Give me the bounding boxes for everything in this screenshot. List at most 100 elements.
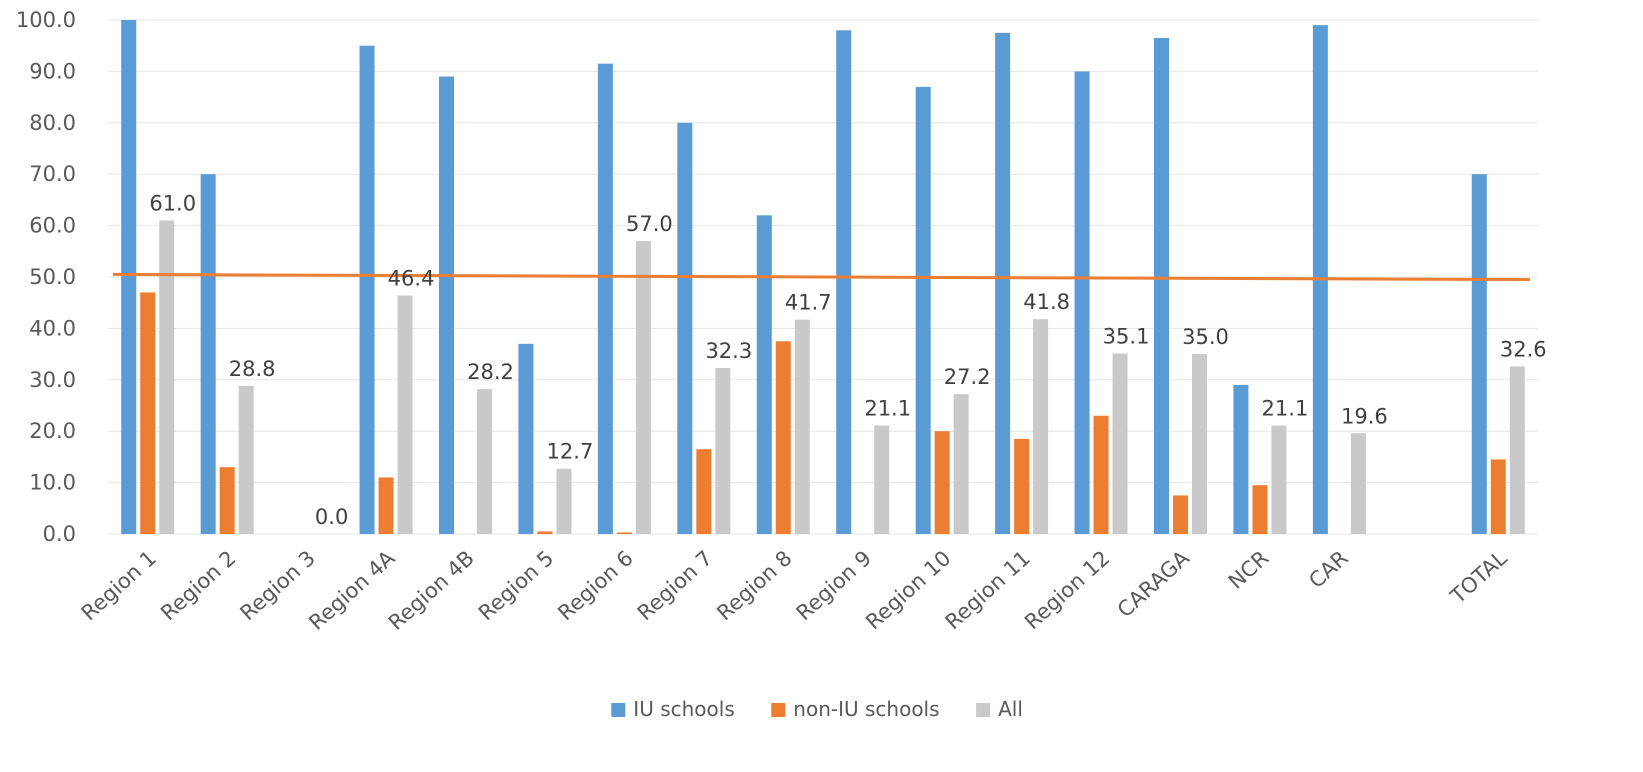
legend-label: non-IU schools xyxy=(793,697,939,721)
data-label: 57.0 xyxy=(626,212,673,236)
data-label: 21.1 xyxy=(864,397,911,421)
bar xyxy=(238,385,254,534)
bar xyxy=(439,76,454,534)
legend-label: All xyxy=(998,697,1023,721)
bar xyxy=(1350,433,1366,534)
bar xyxy=(477,389,492,534)
y-tick-label: 70.0 xyxy=(29,162,76,186)
data-label: 32.3 xyxy=(705,339,752,363)
data-label: 12.7 xyxy=(547,440,594,464)
bar xyxy=(1074,71,1090,535)
reference-line xyxy=(112,272,1531,282)
x-tick-label: Region 4B xyxy=(384,546,479,635)
data-label: 35.0 xyxy=(1182,325,1229,349)
bar xyxy=(537,531,553,534)
data-label: 61.0 xyxy=(149,191,196,215)
bar xyxy=(1112,353,1128,534)
bar xyxy=(953,394,969,534)
bar xyxy=(775,341,791,534)
y-tick-label: 90.0 xyxy=(29,59,76,83)
x-tick-label: Region 10 xyxy=(861,546,955,634)
x-tick-label: CARAGA xyxy=(1113,545,1194,622)
bar xyxy=(359,45,375,534)
data-label: 0.0 xyxy=(315,505,348,529)
y-tick-label: 0.0 xyxy=(43,522,76,546)
y-tick-label: 40.0 xyxy=(29,316,76,340)
bar xyxy=(121,20,137,534)
bar xyxy=(715,367,731,534)
bar xyxy=(1173,495,1188,534)
x-tick-label: Region 6 xyxy=(553,546,637,625)
bars xyxy=(121,20,1525,535)
data-label: 46.4 xyxy=(388,267,435,291)
bar xyxy=(140,292,156,534)
data-label: 28.2 xyxy=(467,360,514,384)
bar xyxy=(397,295,413,534)
bar xyxy=(1233,384,1249,534)
data-label: 27.2 xyxy=(944,365,991,389)
data-label: 21.1 xyxy=(1262,397,1309,421)
bar xyxy=(794,319,810,534)
bar xyxy=(677,122,693,535)
data-label: 41.8 xyxy=(1023,290,1070,314)
bar xyxy=(874,425,890,534)
bar xyxy=(635,241,651,534)
bar xyxy=(1014,438,1030,534)
bar xyxy=(934,431,950,534)
bar xyxy=(915,86,931,534)
bar xyxy=(219,467,235,534)
legend-swatch xyxy=(976,703,991,717)
y-axis: 0.0 10.0 20.0 30.0 40.0 50.0 60.0 70.0 80.0 90.0 1… xyxy=(16,8,76,546)
y-tick-label: 60.0 xyxy=(29,214,76,238)
bar xyxy=(378,477,394,534)
legend-label: IU schools xyxy=(633,697,734,721)
y-tick-label: 100.0 xyxy=(16,8,76,32)
bar xyxy=(1033,319,1049,534)
data-label: 41.7 xyxy=(785,291,832,315)
y-tick-label: 80.0 xyxy=(29,111,76,135)
legend-swatch xyxy=(611,703,626,717)
bar xyxy=(200,174,216,534)
bar xyxy=(756,215,772,534)
data-label: 32.6 xyxy=(1500,337,1547,361)
bar xyxy=(1271,425,1287,534)
bar xyxy=(836,30,852,535)
bar xyxy=(1154,37,1169,535)
x-tick-label: Region 8 xyxy=(712,546,796,625)
x-tick-label: Region 2 xyxy=(156,546,240,625)
legend-swatch xyxy=(771,703,786,717)
bar xyxy=(597,63,613,534)
data-label: 19.6 xyxy=(1341,404,1388,428)
bar xyxy=(1471,174,1487,534)
bar xyxy=(1192,354,1207,534)
x-tick-label: TOTAL xyxy=(1445,546,1512,609)
x-tick-label: Region 4A xyxy=(304,545,400,634)
reference-line-layer xyxy=(112,272,1531,282)
data-labels: 61.0 28.8 0.0 46.4 28.2 12.7 57.0 32.3 41.7 21.1 2… xyxy=(149,191,1546,529)
bar xyxy=(1093,415,1109,534)
x-tick-label: Region 12 xyxy=(1020,546,1114,634)
data-label: 35.1 xyxy=(1103,325,1150,349)
y-tick-label: 20.0 xyxy=(29,419,76,443)
data-label: 28.8 xyxy=(229,357,276,381)
bar xyxy=(1490,459,1506,534)
x-tick-label: CAR xyxy=(1304,546,1352,593)
x-tick-label: NCR xyxy=(1224,546,1273,594)
legend: IU schools non-IU schools All xyxy=(611,697,1023,721)
bar xyxy=(159,220,175,534)
bar xyxy=(518,343,534,534)
x-tick-label: Region 5 xyxy=(474,546,558,625)
y-tick-label: 50.0 xyxy=(29,265,76,289)
bar xyxy=(995,32,1011,534)
x-tick-label: Region 11 xyxy=(941,546,1035,634)
bar xyxy=(1509,366,1525,534)
bar xyxy=(696,449,712,534)
y-tick-label: 30.0 xyxy=(29,368,76,392)
y-tick-label: 10.0 xyxy=(29,471,76,495)
x-tick-label: Region 1 xyxy=(77,546,161,625)
x-tick-label: Region 7 xyxy=(633,546,717,625)
bar xyxy=(1252,485,1268,534)
